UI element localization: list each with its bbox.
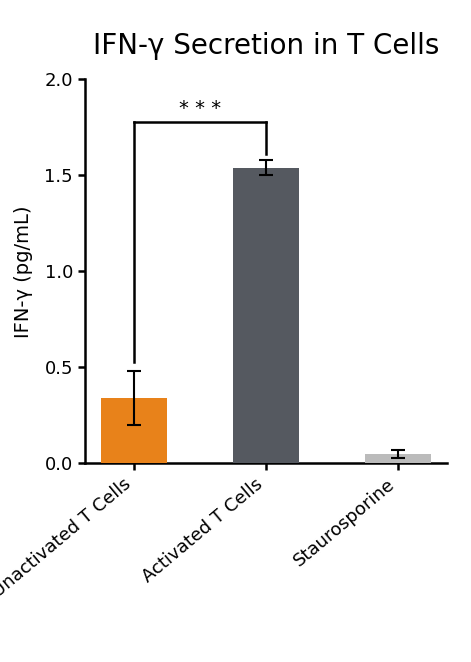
Text: * * *: * * *: [179, 99, 221, 118]
Y-axis label: IFN-γ (pg/mL): IFN-γ (pg/mL): [14, 205, 33, 338]
Bar: [233, 167, 299, 463]
Bar: [101, 398, 167, 463]
Bar: [365, 454, 431, 463]
Title: IFN-γ Secretion in T Cells: IFN-γ Secretion in T Cells: [93, 32, 439, 60]
